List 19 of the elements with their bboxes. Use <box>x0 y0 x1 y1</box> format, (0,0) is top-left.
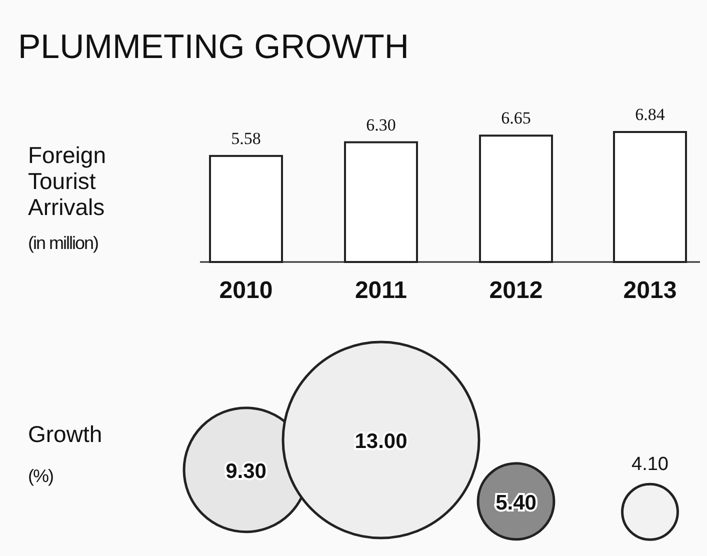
data-label: 13.00 <box>354 430 408 453</box>
data-label: 5.40 <box>496 491 536 514</box>
data-label: 6.84 <box>635 105 666 124</box>
data-label: 9.30 <box>226 460 266 483</box>
x-tick-label: 2013 <box>623 277 677 304</box>
bar <box>479 134 553 263</box>
y-axis-title: Growth (%) <box>28 421 102 486</box>
bar <box>613 131 687 263</box>
data-label: 4.10 <box>632 454 668 476</box>
x-tick-label: 2011 <box>354 277 408 304</box>
x-tick-label: 2010 <box>219 277 273 304</box>
x-tick-label: 2012 <box>489 277 543 304</box>
data-label: 6.65 <box>501 108 531 128</box>
chart-title: PLUMMETING GROWTH <box>18 28 409 66</box>
y-axis-title: Foreign Tourist Arrivals (in million) <box>28 142 106 253</box>
bar <box>209 154 283 263</box>
data-label: 5.58 <box>231 128 261 148</box>
data-label: 6.30 <box>366 115 396 134</box>
bar <box>344 141 418 263</box>
